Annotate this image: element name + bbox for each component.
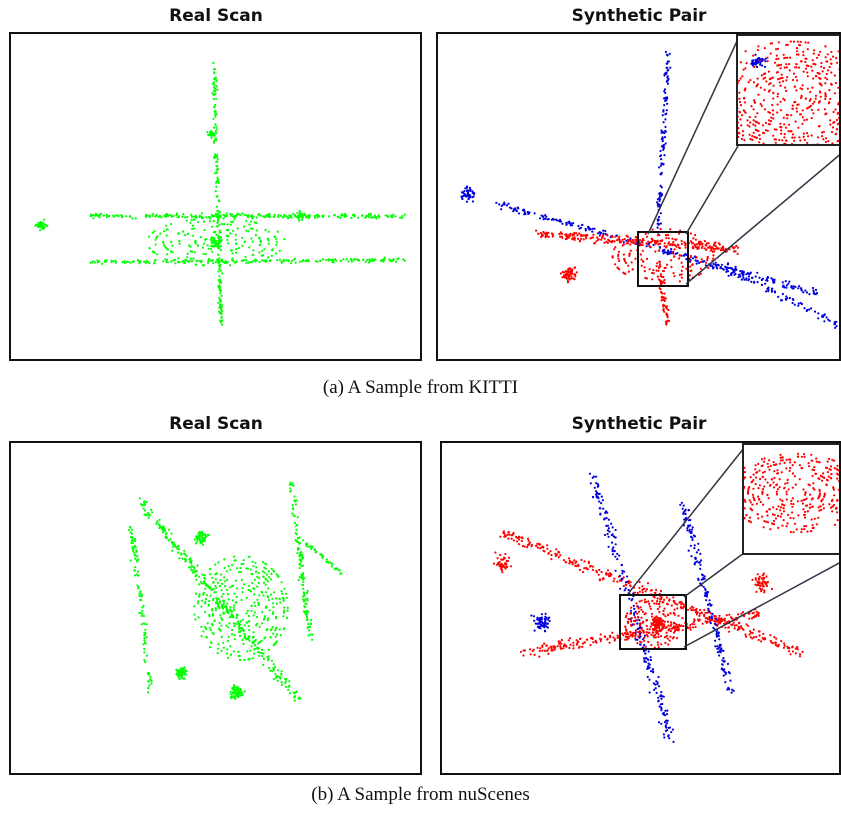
kitti-zoom-box (637, 231, 689, 287)
kitti-synthetic-pointcloud (460, 38, 839, 329)
nuscenes-real-scan-title: Real Scan (169, 414, 263, 434)
nuscenes-synthetic-pair-title: Synthetic Pair (571, 414, 707, 434)
nuscenes-zoom-line-top (626, 447, 745, 596)
nuscenes-real-scan-pointcloud (127, 481, 343, 702)
kitti-zoom-line-mid (685, 145, 739, 235)
kitti-real-scan-panel (9, 32, 422, 361)
kitti-synthetic-pair-panel (436, 32, 841, 361)
kitti-synthetic-pair-title: Synthetic Pair (571, 6, 707, 26)
kitti-real-scan-pointcloud (34, 61, 406, 326)
nuscenes-real-scan-panel (9, 441, 422, 775)
nuscenes-zoom-line-bottom (683, 562, 839, 648)
kitti-zoom-line-bottom (685, 154, 839, 285)
kitti-zoom-line-top (647, 38, 739, 235)
nuscenes-synthetic-pair-panel (440, 441, 841, 775)
nuscenes-synthetic-pointcloud (492, 447, 839, 743)
kitti-caption: (a) A Sample from KITTI (322, 377, 519, 398)
nuscenes-zoom-line-mid (683, 552, 745, 598)
kitti-zoom-inset (736, 34, 839, 146)
kitti-real-scan-title: Real Scan (169, 6, 263, 26)
nuscenes-zoom-box (619, 594, 687, 650)
nuscenes-caption: (b) A Sample from nuScenes (311, 784, 530, 805)
nuscenes-zoom-inset (742, 443, 839, 555)
